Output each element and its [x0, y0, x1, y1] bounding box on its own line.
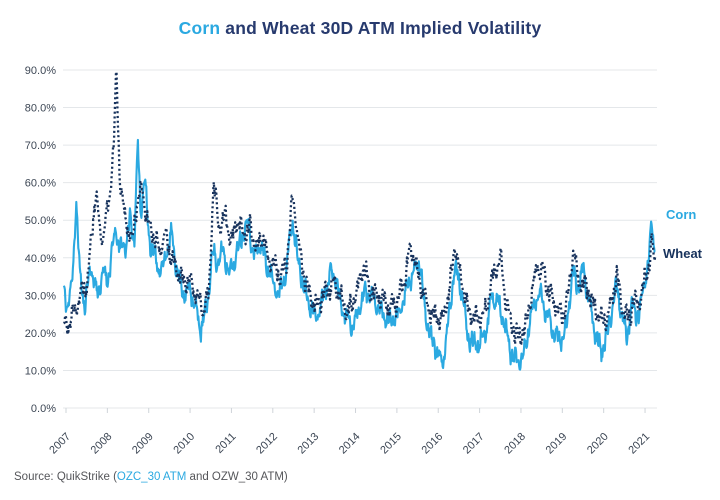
- y-tick-label: 50.0%: [25, 215, 56, 227]
- x-tick-label: 2016: [420, 431, 446, 457]
- volatility-line-chart: 0.0% 10.0% 20.0% 30.0% 40.0% 50.0% 60.0% 70.0% 8…: [25, 65, 657, 456]
- source-rest: and OZW_30 ATM): [186, 471, 288, 483]
- y-tick-label: 60.0%: [25, 178, 56, 190]
- gridlines: [63, 69, 657, 409]
- x-tick-label: 2009: [130, 431, 156, 457]
- x-tick-label: 2019: [544, 431, 570, 457]
- x-tick-label: 2013: [295, 431, 321, 457]
- title-corn-word: Corn: [178, 18, 221, 38]
- y-tick-label: 90.0%: [25, 65, 56, 77]
- x-tick-label: 2010: [171, 431, 197, 457]
- x-tick-label: 2015: [378, 431, 404, 457]
- x-axis-labels: 2007 2008 2009 2010 2011 2012 2013 2014 2015 2016…: [47, 408, 652, 456]
- y-tick-label: 20.0%: [25, 328, 56, 340]
- legend-corn-label: Corn: [666, 207, 697, 222]
- y-tick-label: 70.0%: [25, 140, 56, 152]
- x-tick-label: 2012: [254, 431, 280, 457]
- x-tick-label: 2008: [89, 431, 115, 457]
- source-note: Source: QuikStrike (OZC_30 ATM and OZW_3…: [14, 471, 288, 483]
- x-tick-label: 2020: [585, 431, 611, 457]
- source-link-ozc[interactable]: OZC_30 ATM: [116, 471, 187, 483]
- x-tick-label: 2014: [337, 431, 363, 457]
- x-tick-label: 2007: [47, 431, 73, 457]
- y-tick-label: 80.0%: [25, 103, 56, 115]
- x-tick-label: 2021: [626, 431, 652, 457]
- y-tick-label: 40.0%: [25, 253, 56, 265]
- y-tick-label: 10.0%: [25, 365, 56, 377]
- wheat-series-line: [63, 70, 657, 346]
- x-tick-label: 2017: [461, 431, 487, 457]
- legend-wheat-label: Wheat: [663, 246, 702, 261]
- title-rest: and Wheat 30D ATM Implied Volatility: [220, 18, 542, 38]
- x-tick-label: 2018: [502, 431, 528, 457]
- y-tick-label: 0.0%: [31, 403, 56, 415]
- source-prefix: Source: QuikStrike (: [14, 471, 117, 483]
- page-title: Corn and Wheat 30D ATM Implied Volatilit…: [0, 18, 720, 39]
- y-axis-labels: 0.0% 10.0% 20.0% 30.0% 40.0% 50.0% 60.0% 70.0% 8…: [25, 65, 56, 415]
- corn-series-line: [62, 138, 656, 371]
- x-tick-label: 2011: [213, 431, 238, 456]
- y-tick-label: 30.0%: [25, 290, 56, 302]
